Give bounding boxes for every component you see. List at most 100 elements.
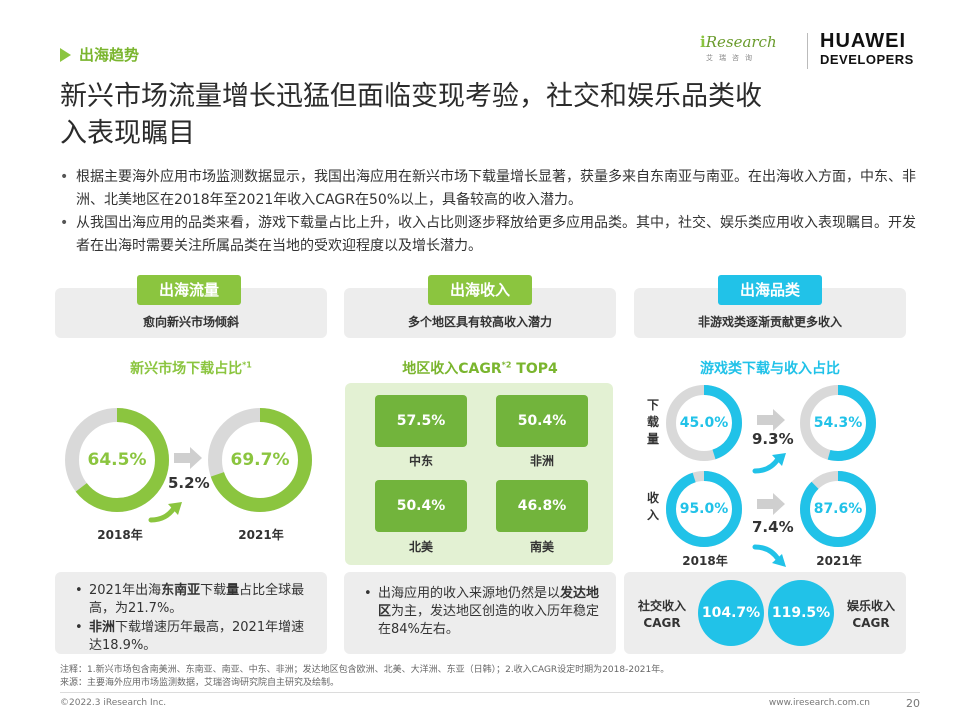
cagr-label-middle-east: 中东 bbox=[408, 454, 433, 468]
traffic-delta: 5.2% bbox=[168, 474, 210, 492]
section-tag: 出海趋势 bbox=[60, 44, 139, 65]
social-cagr-label: 社交收入 CAGR bbox=[627, 598, 697, 632]
play-triangle-icon bbox=[60, 47, 71, 62]
donut-download-2018: 45.0% bbox=[666, 385, 742, 461]
copyright: ©2022.3 iResearch Inc. bbox=[60, 698, 167, 708]
footnote-source: 来源：主要海外应用市场监测数据，艾瑞咨询研究院自主研究及绘制。 bbox=[60, 678, 340, 688]
note-text: 2021年出海 bbox=[89, 583, 162, 598]
traffic-chart-title-text: 新兴市场下载占比 bbox=[130, 361, 243, 377]
donut-fill bbox=[800, 471, 876, 547]
donut-value: 45.0% bbox=[679, 415, 729, 431]
download-delta: 9.3% bbox=[752, 430, 794, 448]
footnote-notes: 注释：1.新兴市场包含南美洲、东南亚、南亚、中东、非洲；发达地区包含欧洲、北美、… bbox=[60, 665, 670, 675]
page-number: 20 bbox=[906, 697, 920, 710]
category-card: 非游戏类逐渐贡献更多收入 bbox=[634, 288, 906, 338]
traffic-card: 愈向新兴市场倾斜 bbox=[55, 288, 327, 338]
note-text: 占比全球最高，为21.7%。 bbox=[89, 583, 305, 616]
social-cagr-label-2: CAGR bbox=[643, 616, 681, 630]
section-tag-label: 出海趋势 bbox=[79, 46, 140, 64]
note-text: 出海应用的收入来源地仍然是以 bbox=[378, 586, 561, 601]
donut-ring bbox=[800, 385, 876, 461]
huawei-logo-line2: DEVELOPERS bbox=[820, 52, 914, 67]
traffic-note-box: 2021年出海东南亚下载量占比全球最高，为21.7%。 非洲下载增速历年最高，2… bbox=[55, 572, 327, 654]
entertainment-cagr-label: 娱乐收入 CAGR bbox=[836, 598, 906, 632]
donut-value: 87.6% bbox=[813, 501, 863, 517]
cagr-label-north-america: 北美 bbox=[408, 540, 433, 554]
cagr-label-africa: 非洲 bbox=[529, 454, 554, 468]
revenue-chart-title-sup: *2 bbox=[501, 360, 512, 370]
category-year-2018: 2018年 bbox=[682, 554, 728, 568]
traffic-chart-title-sup: *1 bbox=[242, 360, 252, 370]
social-cagr-label-1: 社交收入 bbox=[637, 599, 686, 613]
donut-ring bbox=[800, 471, 876, 547]
donut-fill bbox=[65, 408, 169, 512]
category-pill: 出海品类 bbox=[718, 275, 822, 305]
entertainment-cagr-label-2: CAGR bbox=[852, 616, 890, 630]
donut-value: 64.5% bbox=[87, 450, 147, 470]
donut-fill bbox=[208, 408, 312, 512]
traffic-chart-title: 新兴市场下载占比*1 bbox=[55, 358, 327, 378]
category-subtitle: 非游戏类逐渐贡献更多收入 bbox=[697, 315, 842, 329]
note-bold: 东南亚 bbox=[161, 583, 201, 598]
iresearch-logo-i: i bbox=[700, 33, 706, 51]
page-title: 新兴市场流量增长迅猛但面临变现考验，社交和娱乐品类收入表现瞩目 bbox=[60, 81, 762, 149]
cagr-tile-south-america: 46.8% bbox=[496, 480, 588, 532]
row-label-download: 下载量 bbox=[646, 398, 659, 446]
note-bold: 发达地区 bbox=[378, 586, 600, 619]
entertainment-cagr-bubble: 119.5% bbox=[768, 580, 834, 646]
donut-ring bbox=[666, 471, 742, 547]
row-label-revenue: 收入 bbox=[646, 491, 659, 522]
donut-value: 69.7% bbox=[230, 450, 290, 470]
revenue-note-box: 出海应用的收入来源地仍然是以发达地区为主，发达地区创造的收入历年稳定在84%左右… bbox=[344, 572, 616, 654]
donut-ring bbox=[65, 408, 169, 512]
category-chart-title: 游戏类下载与收入占比 bbox=[700, 361, 840, 377]
donut-ring bbox=[208, 408, 312, 512]
revenue-subtitle: 多个地区具有较高收入潜力 bbox=[407, 315, 552, 329]
donut-revenue-2021: 87.6% bbox=[800, 471, 876, 547]
summary-bullet: 从我国出海应用的品类来看，游戏下载量占比上升，收入占比则逐步释放给更多应用品类。… bbox=[60, 212, 920, 258]
huawei-logo-line1: HUAWEI bbox=[820, 30, 906, 52]
donut-fill bbox=[666, 385, 742, 461]
category-cagr-box bbox=[624, 572, 906, 654]
note-text: 下载增速历年最高，2021年增速达18.9%。 bbox=[89, 620, 305, 653]
revenue-chart-title-text: 地区收入CAGR bbox=[402, 361, 502, 377]
donut-traffic-2021: 69.7% bbox=[208, 408, 312, 512]
summary-bullets: 根据主要海外应用市场监测数据显示，我国出海应用在新兴市场下载量增长显著，获量多来… bbox=[60, 166, 920, 258]
donut-value: 54.3% bbox=[813, 415, 863, 431]
category-year-2021: 2021年 bbox=[816, 554, 862, 568]
donut-download-2021: 54.3% bbox=[800, 385, 876, 461]
donut-revenue-2018: 95.0% bbox=[666, 471, 742, 547]
donut-fill bbox=[800, 385, 876, 461]
revenue-chart-title-suffix: TOP4 bbox=[511, 361, 558, 377]
social-cagr-bubble: 104.7% bbox=[698, 580, 764, 646]
note-text: 为主，发达地区创造的收入历年稳定在84%左右。 bbox=[378, 604, 600, 637]
cagr-tile-middle-east: 57.5% bbox=[375, 395, 467, 447]
footer-divider bbox=[60, 692, 920, 693]
huawei-developers-logo: HUAWEI DEVELOPERS bbox=[820, 30, 914, 68]
traffic-year-2021: 2021年 bbox=[238, 528, 284, 542]
revenue-note: 出海应用的收入来源地仍然是以发达地区为主，发达地区创造的收入历年稳定在84%左右… bbox=[364, 585, 600, 639]
traffic-note-1: 2021年出海东南亚下载量占比全球最高，为21.7%。 bbox=[75, 582, 313, 618]
traffic-subtitle: 愈向新兴市场倾斜 bbox=[142, 315, 239, 329]
summary-bullet: 根据主要海外应用市场监测数据显示，我国出海应用在新兴市场下载量增长显著，获量多来… bbox=[60, 166, 920, 212]
website-url: www.iresearch.com.cn bbox=[768, 698, 870, 708]
cagr-tile-north-america: 50.4% bbox=[375, 480, 467, 532]
cagr-tile-africa: 50.4% bbox=[496, 395, 588, 447]
donut-ring bbox=[666, 385, 742, 461]
traffic-note-2: 非洲下载增速历年最高，2021年增速达18.9%。 bbox=[75, 619, 313, 655]
logo-divider bbox=[807, 33, 808, 69]
revenue-pill: 出海收入 bbox=[428, 275, 532, 305]
entertainment-cagr-label-1: 娱乐收入 bbox=[846, 599, 895, 613]
traffic-pill: 出海流量 bbox=[137, 275, 241, 305]
iresearch-logo-word: Research bbox=[705, 33, 777, 51]
footnotes: 注释：1.新兴市场包含南美洲、东南亚、南亚、中东、非洲；发达地区包含欧洲、北美、… bbox=[60, 664, 920, 690]
note-bold: 量 bbox=[226, 583, 240, 598]
iresearch-logo-sub: 艾瑞咨询 bbox=[706, 54, 758, 62]
revenue-chart-title: 地区收入CAGR*2 TOP4 bbox=[344, 358, 616, 378]
cagr-label-south-america: 南美 bbox=[529, 540, 554, 554]
iresearch-logo: iResearch 艾瑞咨询 bbox=[700, 33, 792, 71]
donut-fill bbox=[666, 471, 742, 547]
note-text: 下载 bbox=[200, 583, 227, 598]
donut-traffic-2018: 64.5% bbox=[65, 408, 169, 512]
traffic-year-2018: 2018年 bbox=[97, 528, 143, 542]
